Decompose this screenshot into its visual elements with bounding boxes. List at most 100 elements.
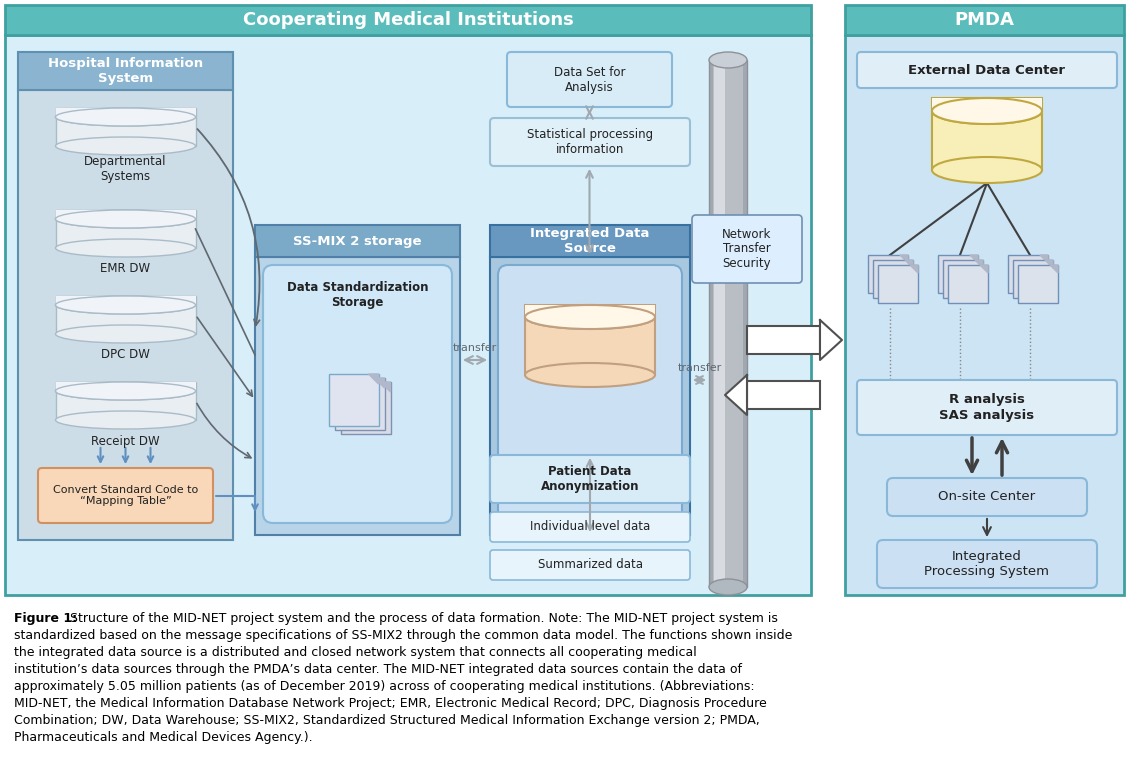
Bar	[747, 326, 820, 354]
Text: transfer: transfer	[453, 343, 497, 353]
Ellipse shape	[55, 296, 195, 314]
FancyBboxPatch shape	[887, 478, 1087, 516]
FancyBboxPatch shape	[692, 215, 802, 283]
Polygon shape	[368, 374, 378, 384]
FancyBboxPatch shape	[857, 52, 1117, 88]
Text: External Data Center: External Data Center	[909, 63, 1066, 76]
Polygon shape	[900, 255, 908, 263]
Bar	[1013, 260, 1053, 298]
Bar	[1018, 265, 1058, 303]
Bar	[55, 296, 195, 334]
Polygon shape	[380, 382, 391, 392]
FancyBboxPatch shape	[877, 540, 1097, 588]
Bar	[334, 378, 385, 430]
Polygon shape	[905, 260, 913, 268]
Ellipse shape	[55, 137, 195, 155]
Text: Statistical processing
information: Statistical processing information	[527, 128, 653, 156]
Polygon shape	[375, 378, 385, 388]
Text: Structure of the MID-NET project system and the process of data formation. Note:: Structure of the MID-NET project system …	[65, 612, 778, 625]
Text: Combination; DW, Data Warehouse; SS-MIX2, Standardized Structured Medical Inform: Combination; DW, Data Warehouse; SS-MIX2…	[14, 714, 760, 727]
Text: Data Standardization
Storage: Data Standardization Storage	[287, 281, 428, 309]
Bar	[943, 260, 983, 298]
Bar	[490, 225, 690, 257]
Polygon shape	[1045, 260, 1053, 268]
Ellipse shape	[525, 305, 655, 329]
Polygon shape	[725, 375, 747, 415]
Bar	[55, 210, 195, 248]
Text: Data Set for
Analysis: Data Set for Analysis	[553, 66, 625, 94]
Ellipse shape	[55, 239, 195, 257]
Text: Network
Transfer
Security: Network Transfer Security	[723, 228, 772, 271]
Bar	[255, 225, 460, 257]
Polygon shape	[1050, 265, 1058, 273]
Bar	[933, 98, 1042, 170]
Bar	[55, 296, 195, 305]
Ellipse shape	[933, 98, 1042, 124]
Polygon shape	[970, 255, 978, 263]
Bar	[490, 257, 690, 535]
Bar	[743, 60, 747, 587]
FancyBboxPatch shape	[490, 118, 690, 166]
Ellipse shape	[55, 108, 195, 126]
Ellipse shape	[55, 325, 195, 343]
Bar	[844, 35, 1124, 595]
Ellipse shape	[933, 98, 1042, 124]
Text: PMDA: PMDA	[954, 11, 1014, 29]
FancyBboxPatch shape	[507, 52, 672, 107]
Bar	[55, 382, 195, 420]
Ellipse shape	[709, 579, 747, 595]
Text: Individual level data: Individual level data	[530, 520, 650, 534]
FancyBboxPatch shape	[490, 512, 690, 542]
Polygon shape	[980, 265, 988, 273]
Text: SS-MIX 2 storage: SS-MIX 2 storage	[294, 235, 422, 247]
Bar	[525, 305, 655, 375]
Bar	[709, 60, 747, 587]
Ellipse shape	[55, 210, 195, 228]
Bar	[747, 381, 820, 409]
FancyBboxPatch shape	[498, 265, 682, 523]
Ellipse shape	[525, 363, 655, 387]
FancyBboxPatch shape	[857, 380, 1117, 435]
Bar	[55, 108, 195, 146]
Ellipse shape	[709, 52, 747, 68]
Text: institution’s data sources through the PMDA’s data center. The MID-NET integrate: institution’s data sources through the P…	[14, 663, 742, 676]
Ellipse shape	[55, 411, 195, 429]
Text: Figure 1:: Figure 1:	[14, 612, 77, 625]
FancyBboxPatch shape	[38, 468, 213, 523]
Text: On-site Center: On-site Center	[938, 491, 1035, 504]
Ellipse shape	[55, 108, 195, 126]
FancyBboxPatch shape	[490, 550, 690, 580]
Text: Cooperating Medical Institutions: Cooperating Medical Institutions	[243, 11, 574, 29]
Bar	[715, 60, 725, 587]
Polygon shape	[975, 260, 983, 268]
Text: MID-NET, the Medical Information Database Network Project; EMR, Electronic Medic: MID-NET, the Medical Information Databas…	[14, 697, 767, 710]
Bar	[709, 60, 747, 587]
Bar	[55, 210, 195, 219]
Bar	[55, 108, 195, 117]
Text: Integrated Data
Source: Integrated Data Source	[531, 227, 649, 255]
Ellipse shape	[55, 296, 195, 314]
Bar	[5, 35, 811, 595]
Text: standardized based on the message specifications of SS-MIX2 through the common d: standardized based on the message specif…	[14, 629, 793, 642]
Bar	[844, 5, 1124, 35]
Text: transfer: transfer	[677, 363, 721, 373]
Bar	[878, 265, 918, 303]
Bar	[714, 60, 723, 587]
FancyBboxPatch shape	[263, 265, 452, 523]
Text: DPC DW: DPC DW	[102, 349, 150, 361]
Ellipse shape	[55, 382, 195, 400]
Polygon shape	[1040, 255, 1048, 263]
Text: R analysis
SAS analysis: R analysis SAS analysis	[939, 393, 1034, 421]
Ellipse shape	[55, 210, 195, 228]
Bar	[948, 265, 988, 303]
Bar	[5, 5, 811, 35]
Ellipse shape	[933, 157, 1042, 183]
Ellipse shape	[525, 305, 655, 329]
Text: Departmental
Systems: Departmental Systems	[85, 155, 167, 183]
Bar	[938, 255, 978, 293]
Bar	[341, 382, 391, 434]
Polygon shape	[910, 265, 918, 273]
Bar	[709, 60, 747, 587]
Polygon shape	[820, 320, 842, 360]
Bar	[1008, 255, 1048, 293]
